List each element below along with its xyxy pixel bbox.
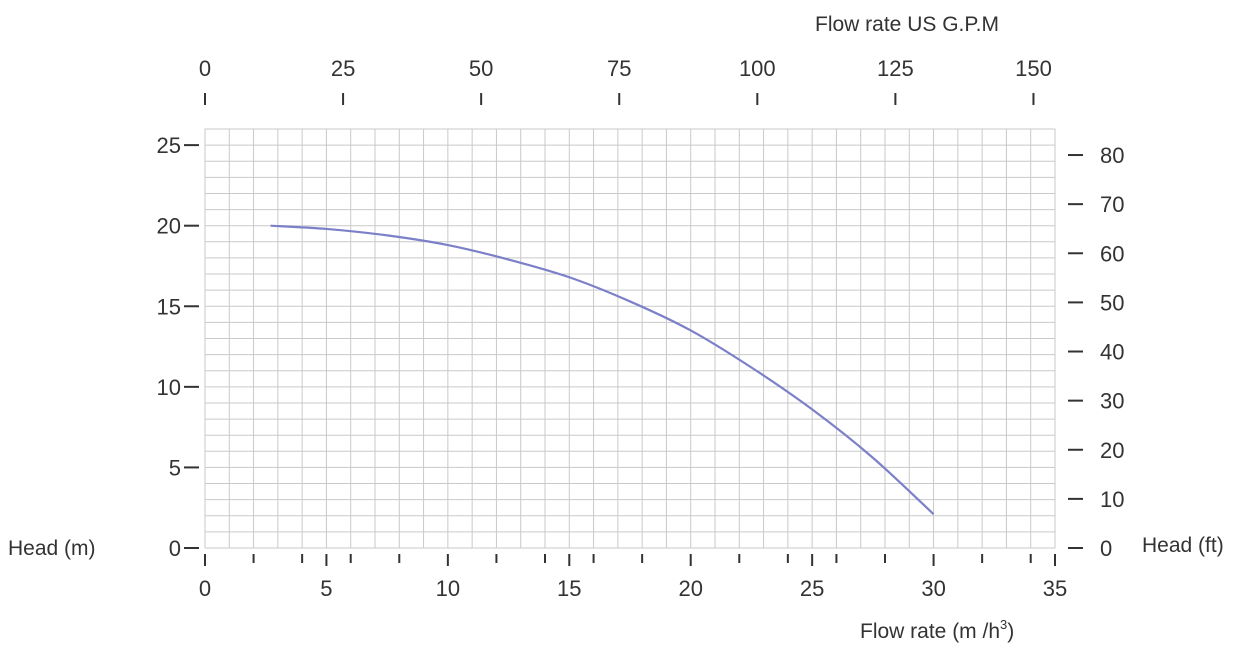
y-axis-title-m: Head (m) xyxy=(8,537,96,560)
x-tick-label: 0 xyxy=(199,576,211,601)
y2-tick-label: 50 xyxy=(1100,290,1124,315)
y2-tick-label: 80 xyxy=(1100,143,1124,168)
x-axis-title-main: Flow rate (m /h xyxy=(860,620,1000,643)
x-axis-title-superscript: 3 xyxy=(1000,617,1007,632)
x2-tick-label: 0 xyxy=(199,56,211,81)
x-axis-title-flow: Flow rate (m /h3) xyxy=(860,617,1014,643)
x-axis-title-close: ) xyxy=(1007,620,1014,643)
axis-ticks xyxy=(184,93,1083,566)
x-tick-label: 20 xyxy=(678,576,702,601)
x-tick-label: 25 xyxy=(800,576,824,601)
plot-frame xyxy=(204,128,1056,549)
x-tick-label: 5 xyxy=(320,576,332,601)
y2-tick-label: 70 xyxy=(1100,192,1124,217)
y2-tick-label: 60 xyxy=(1100,241,1124,266)
performance-curve xyxy=(270,224,935,515)
y2-tick-label: 10 xyxy=(1100,487,1124,512)
x2-tick-label: 50 xyxy=(469,56,493,81)
y2-tick-label: 0 xyxy=(1100,536,1112,561)
y2-tick-label: 20 xyxy=(1100,438,1124,463)
x-tick-label: 15 xyxy=(557,576,581,601)
y2-tick-label: 30 xyxy=(1100,389,1124,414)
x-tick-label: 10 xyxy=(436,576,460,601)
x-tick-label: 30 xyxy=(921,576,945,601)
y-tick-label: 20 xyxy=(157,214,181,239)
x2-tick-label: 75 xyxy=(607,56,631,81)
y-tick-label: 0 xyxy=(169,536,181,561)
x2-tick-label: 125 xyxy=(877,56,914,81)
y-tick-label: 10 xyxy=(157,375,181,400)
plot-grid xyxy=(204,128,1056,549)
y-tick-label: 15 xyxy=(157,294,181,319)
y2-axis-title-ft: Head (ft) xyxy=(1142,534,1224,557)
series-layer xyxy=(270,224,935,515)
x2-tick-label: 25 xyxy=(331,56,355,81)
y-tick-label: 5 xyxy=(169,455,181,480)
x2-tick-label: 100 xyxy=(739,56,776,81)
y2-tick-label: 40 xyxy=(1100,340,1124,365)
x2-tick-label: 150 xyxy=(1015,56,1052,81)
tick-labels: 0 5 10 15 20 25 30 350 25 50 75 100 125 1500510152025… xyxy=(157,56,1125,601)
x2-axis-title-gpm: Flow rate US G.P.M xyxy=(815,13,999,36)
x-tick-label: 35 xyxy=(1043,576,1067,601)
y-tick-label: 25 xyxy=(157,133,181,158)
